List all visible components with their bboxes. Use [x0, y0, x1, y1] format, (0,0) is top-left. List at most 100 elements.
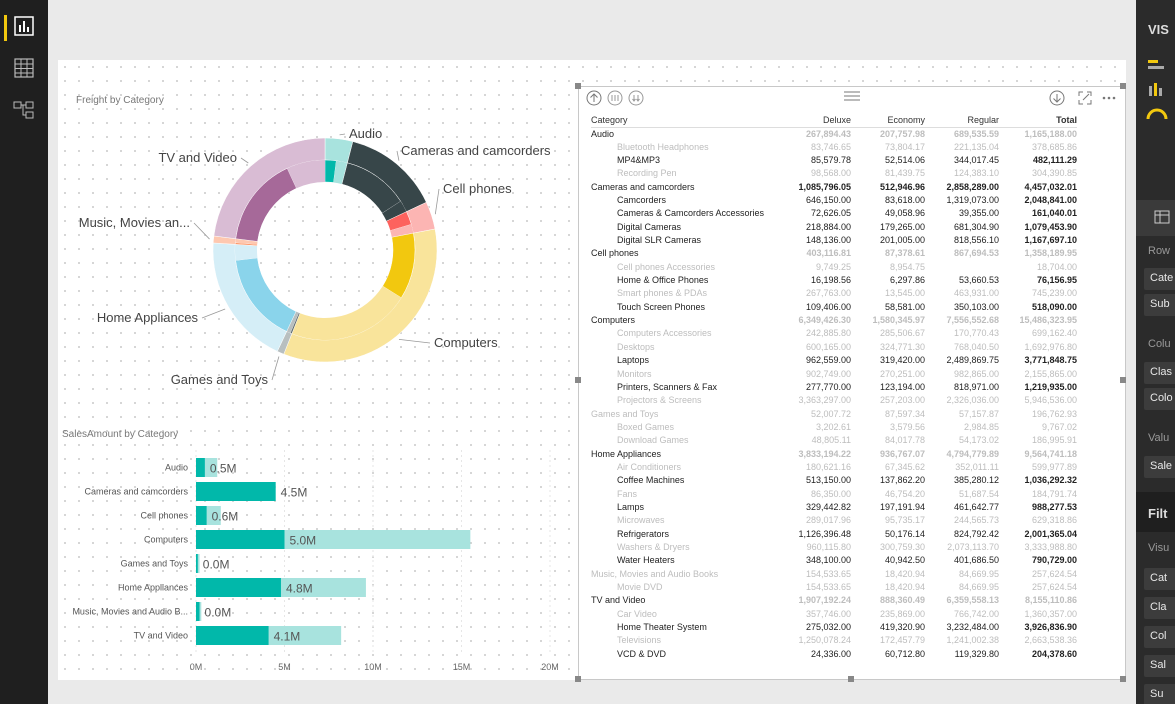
donut-inner-remainder	[287, 160, 325, 189]
matrix-subcategory-row[interactable]: Washers & Dryers 960,115.80 300,759.30 2,07…	[591, 541, 1077, 554]
matrix-subcategory-row[interactable]: Desktops 600,165.00 324,771.30 768,040.50 1,…	[591, 341, 1077, 354]
matrix-subcategory-row[interactable]: Movie DVD 154,533.65 18,420.94 84,669.95 257…	[591, 581, 1077, 594]
filter-chip-category[interactable]: Cat	[1144, 568, 1175, 590]
matrix-subcategory-row[interactable]: Air Conditioners 180,621.16 67,345.62 352,0…	[591, 461, 1077, 474]
column-visual-icon[interactable]	[1146, 82, 1168, 96]
donut-inner-slice[interactable]	[234, 242, 258, 246]
filter-chip-class[interactable]: Cla	[1144, 597, 1175, 619]
stacked-bar-visual-icon[interactable]	[1146, 58, 1168, 72]
matrix-cell-deluxe: 600,165.00	[805, 341, 851, 352]
matrix-subcategory-row[interactable]: VCD & DVD 24,336.00 60,712.80 119,329.80 204…	[591, 648, 1077, 661]
bar-chart[interactable]: 0M 5M 10M 15M 20M Audio 0.5M Cameras and camcor…	[60, 440, 570, 675]
donut-inner-slice[interactable]	[386, 211, 412, 231]
matrix-cell-total: 5,946,536.00	[1024, 395, 1077, 406]
bar-highlight-segment[interactable]	[196, 554, 198, 573]
matrix-category-row[interactable]: Computers 6,349,426.30 1,580,345.97 7,556,5…	[591, 314, 1077, 327]
drill-down-icon[interactable]	[1049, 90, 1065, 106]
drag-handle-icon[interactable]	[843, 90, 861, 102]
more-options-icon[interactable]	[1101, 90, 1117, 106]
resize-handle-bottom-left[interactable]	[575, 676, 581, 682]
matrix-subcategory-row[interactable]: Projectors & Screens 3,363,297.00 257,203.…	[591, 394, 1077, 407]
focus-mode-icon[interactable]	[1077, 90, 1093, 106]
matrix-category-row[interactable]: TV and Video 1,907,192.24 888,360.49 6,359,…	[591, 594, 1077, 607]
donut-inner-remainder	[235, 244, 258, 261]
filter-chip-salesamount[interactable]: Sal	[1144, 655, 1175, 677]
matrix-subcategory-row[interactable]: Smart phones & PDAs 267,763.00 13,545.00 46…	[591, 287, 1077, 300]
matrix-subcategory-row[interactable]: Laptops 962,559.00 319,420.00 2,489,869.75 3…	[591, 354, 1077, 367]
matrix-subcategory-row[interactable]: Monitors 902,749.00 270,251.00 982,865.00 2,…	[591, 367, 1077, 380]
row-field-category[interactable]: Cate	[1144, 268, 1175, 290]
column-header-economy[interactable]: Economy	[851, 113, 925, 128]
bar-highlight-segment[interactable]	[196, 530, 285, 549]
row-field-subcategory[interactable]: Sub	[1144, 294, 1175, 316]
report-view-button[interactable]	[0, 7, 48, 45]
drill-up-icon[interactable]	[586, 90, 602, 106]
matrix-category-row[interactable]: Music, Movies and Audio Books 154,533.65 1…	[591, 568, 1077, 581]
matrix-subcategory-row[interactable]: MP4&MP3 85,579.78 52,514.06 344,017.45 482,1…	[591, 154, 1077, 167]
donut-inner-slice[interactable]	[235, 167, 297, 242]
matrix-category-row[interactable]: Audio 267,894.43 207,757.98 689,535.59 1,165…	[591, 127, 1077, 141]
matrix-cell-regular: 2,984.85	[963, 421, 999, 432]
matrix-subcategory-row[interactable]: Lamps 329,442.82 197,191.94 461,642.77 988,2…	[591, 501, 1077, 514]
relationships-view-button[interactable]	[0, 91, 48, 129]
go-to-next-level-icon[interactable]	[607, 90, 623, 106]
column-header-total[interactable]: Total	[999, 113, 1077, 128]
filter-chip-subcategory[interactable]: Su	[1144, 684, 1175, 704]
bar-highlight-segment[interactable]	[196, 506, 207, 525]
matrix-subcategory-row[interactable]: Fans 86,350.00 46,754.20 51,687.54 184,791.7…	[591, 487, 1077, 500]
matrix-cell-economy: 58,581.00	[884, 301, 925, 312]
matrix-subcategory-row[interactable]: Cell phones Accessories 9,749.25 8,954.75 1…	[591, 261, 1077, 274]
matrix-subcategory-row[interactable]: Bluetooth Headphones 83,746.65 73,804.17 22…	[591, 141, 1077, 154]
bar-highlight-segment[interactable]	[196, 458, 205, 477]
bar-highlight-segment[interactable]	[196, 482, 276, 501]
column-header-regular[interactable]: Regular	[925, 113, 999, 128]
matrix-subcategory-row[interactable]: Televisions 1,250,078.24 172,457.79 1,241,0…	[591, 634, 1077, 647]
matrix-subcategory-row[interactable]: Computers Accessories 242,885.80 285,506.6…	[591, 327, 1077, 340]
filter-chip-color[interactable]: Col	[1144, 626, 1175, 648]
resize-handle-bottom[interactable]	[848, 676, 854, 682]
data-view-button[interactable]	[0, 49, 48, 87]
matrix-subcategory-row[interactable]: Download Games 48,805.11 84,017.78 54,173.0…	[591, 434, 1077, 447]
donut-chart[interactable]: Audio Cameras and camcorders Cell phones Co…	[60, 110, 580, 410]
matrix-subcategory-row[interactable]: Printers, Scanners & Fax 277,770.00 123,19…	[591, 381, 1077, 394]
fields-tab[interactable]	[1136, 200, 1175, 236]
matrix-subcategory-row[interactable]: Microwaves 289,017.96 95,735.17 244,565.73 6…	[591, 514, 1077, 527]
matrix-row-label: Printers, Scanners & Fax	[617, 381, 718, 392]
column-field-color[interactable]: Colo	[1144, 388, 1175, 410]
gauge-visual-icon[interactable]	[1146, 106, 1168, 120]
matrix-subcategory-row[interactable]: Water Heaters 348,100.00 40,942.50 401,686.…	[591, 554, 1077, 567]
matrix-cell-total: 15,486,323.95	[1019, 315, 1077, 326]
resize-handle-left[interactable]	[575, 377, 581, 383]
matrix-subcategory-row[interactable]: Boxed Games 3,202.61 3,579.56 2,984.85 9,767…	[591, 421, 1077, 434]
matrix-subcategory-row[interactable]: Digital Cameras 218,884.00 179,265.00 681,3…	[591, 221, 1077, 234]
matrix-subcategory-row[interactable]: Camcorders 646,150.00 83,618.00 1,319,073.0…	[591, 194, 1077, 207]
bar-highlight-segment[interactable]	[196, 626, 269, 645]
column-field-class[interactable]: Clas	[1144, 362, 1175, 384]
resize-handle-right[interactable]	[1120, 377, 1126, 383]
column-header-category[interactable]: Category	[591, 113, 781, 128]
resize-handle-bottom-right[interactable]	[1120, 676, 1126, 682]
matrix-category-row[interactable]: Cameras and camcorders 1,085,796.05 512,94…	[591, 181, 1077, 194]
matrix-subcategory-row[interactable]: Touch Screen Phones 109,406.00 58,581.00 35…	[591, 301, 1077, 314]
matrix-category-row[interactable]: Cell phones 403,116.81 87,378.61 867,694.53…	[591, 247, 1077, 260]
matrix-subcategory-row[interactable]: Home Theater System 275,032.00 419,320.90 3…	[591, 621, 1077, 634]
matrix-category-row[interactable]: Home Appliances 3,833,194.22 936,767.07 4,7…	[591, 447, 1077, 460]
donut-category-label: Music, Movies an...	[79, 215, 190, 230]
expand-all-down-icon[interactable]	[628, 90, 644, 106]
matrix-subcategory-row[interactable]: Car Video 357,746.00 235,869.00 766,742.00 1…	[591, 608, 1077, 621]
resize-handle-top-right[interactable]	[1120, 83, 1126, 89]
resize-handle-top-left[interactable]	[575, 83, 581, 89]
matrix-subcategory-row[interactable]: Coffee Machines 513,150.00 137,862.20 385,2…	[591, 474, 1077, 487]
bar-highlight-segment[interactable]	[196, 578, 281, 597]
matrix-subcategory-row[interactable]: Home & Office Phones 16,198.56 6,297.86 53,…	[591, 274, 1077, 287]
matrix-category-row[interactable]: Games and Toys 52,007.72 87,597.34 57,157.8…	[591, 407, 1077, 420]
matrix-subcategory-row[interactable]: Refrigerators 1,126,396.48 50,176.14 824,79…	[591, 527, 1077, 540]
matrix-subcategory-row[interactable]: Cameras & Camcorders Accessories 72,626.0…	[591, 207, 1077, 220]
matrix-subcategory-row[interactable]: Digital SLR Cameras 148,136.00 201,005.00 8…	[591, 234, 1077, 247]
bar-highlight-segment[interactable]	[196, 602, 200, 621]
matrix-cell-total: 304,390.85	[1031, 168, 1077, 179]
matrix-visual[interactable]: Category Deluxe Economy Regular Total Au…	[578, 86, 1126, 680]
column-header-deluxe[interactable]: Deluxe	[781, 113, 851, 128]
value-field-salesamount[interactable]: Sale	[1144, 456, 1175, 478]
matrix-subcategory-row[interactable]: Recording Pen 98,568.00 81,439.75 124,383.1…	[591, 167, 1077, 180]
